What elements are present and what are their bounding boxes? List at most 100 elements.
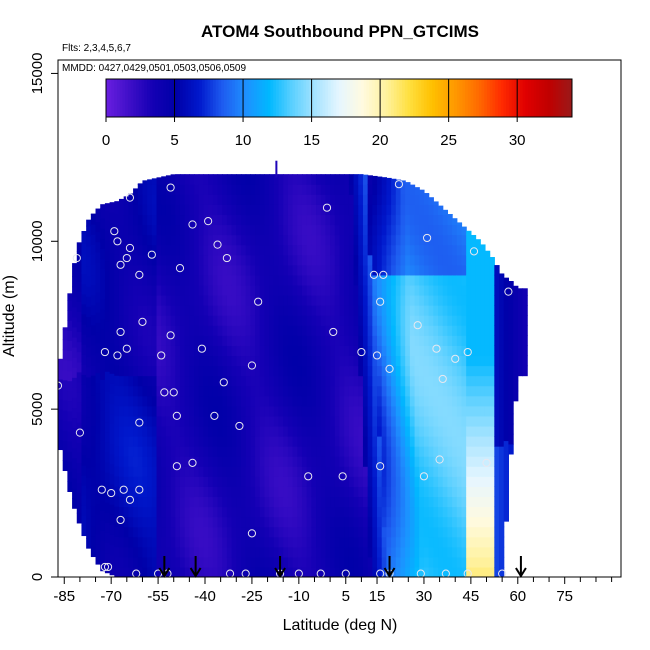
field-cell (287, 405, 294, 417)
field-cell (306, 365, 312, 377)
field-cell (137, 184, 144, 195)
field-cell (165, 486, 172, 498)
field-cell (405, 456, 411, 467)
field-cell (269, 284, 275, 296)
field-cell (391, 405, 397, 417)
field-cell (438, 345, 444, 357)
field-cell (67, 360, 73, 372)
colorbar-segment (284, 79, 288, 117)
field-cell (395, 486, 402, 498)
field-cell (353, 546, 359, 558)
field-cell (466, 526, 472, 538)
field-cell (334, 365, 341, 377)
field-cell (316, 526, 322, 538)
field-cell (212, 425, 219, 437)
field-cell (377, 526, 383, 538)
field-cell (179, 335, 186, 346)
field-cell (236, 174, 242, 185)
field-cell (184, 516, 190, 528)
field-cell (118, 395, 125, 407)
field-cell (452, 254, 458, 266)
field-cell (386, 355, 392, 367)
field-cell (128, 536, 134, 548)
field-cell (203, 476, 209, 487)
field-cell (494, 526, 500, 538)
field-cell (358, 214, 364, 226)
field-cell (419, 546, 425, 558)
field-cell (400, 385, 406, 397)
field-cell (339, 476, 345, 487)
field-cell (372, 385, 378, 397)
field-cell (95, 312, 101, 323)
field-cell (142, 385, 148, 397)
field-cell (255, 194, 261, 205)
field-cell (198, 274, 205, 286)
field-cell (405, 204, 411, 216)
field-cell (109, 423, 115, 435)
field-cell (226, 234, 233, 246)
field-cell (414, 536, 420, 548)
field-cell (245, 335, 251, 346)
field-cell (72, 316, 78, 328)
field-cell (104, 270, 111, 282)
field-cell (175, 254, 181, 266)
sample-point (175, 264, 185, 273)
sample-point (372, 351, 382, 360)
field-cell (466, 254, 472, 266)
field-cell (292, 536, 298, 548)
field-cell (170, 355, 176, 367)
field-cell (245, 204, 251, 216)
field-cell (137, 546, 144, 558)
field-cell (419, 446, 425, 457)
field-cell (269, 405, 275, 417)
field-cell (175, 476, 181, 487)
field-cell (147, 365, 153, 377)
field-cell (137, 516, 144, 528)
field-cell (494, 305, 500, 316)
field-cell (156, 234, 162, 246)
field-cell (409, 395, 416, 407)
field-cell (161, 214, 167, 226)
field-cell (161, 466, 167, 477)
field-cell (381, 244, 388, 256)
field-cell (419, 405, 425, 417)
field-cell (259, 254, 266, 266)
field-cell (433, 425, 439, 437)
field-cell (306, 234, 312, 246)
field-cell (264, 264, 270, 276)
field-cell (90, 405, 97, 417)
field-cell (212, 174, 219, 185)
field-cell (400, 566, 406, 577)
field-cell (133, 345, 139, 357)
field-cell (311, 214, 317, 226)
colorbar-tick-label: 5 (170, 132, 178, 149)
colorbar-segment (275, 79, 280, 117)
colorbar-segment (256, 79, 260, 117)
field-cell (461, 436, 467, 447)
field-cell (466, 405, 472, 417)
field-cell (348, 566, 355, 577)
field-cell (484, 506, 491, 518)
field-cell (461, 395, 467, 407)
field-cell (489, 425, 495, 437)
field-cell (264, 184, 270, 195)
field-cell (513, 289, 519, 301)
field-cell (137, 486, 144, 498)
field-cell (114, 375, 120, 386)
flight-arrow-head (158, 567, 171, 578)
field-cell (405, 556, 411, 568)
field-cell (405, 506, 411, 518)
field-cell (179, 486, 186, 498)
field-cell (503, 339, 509, 351)
field-cell (480, 536, 486, 548)
field-cell (175, 305, 181, 316)
field-cell (301, 365, 308, 377)
field-cell (198, 375, 205, 387)
field-cell (348, 486, 355, 498)
field-cell (438, 556, 444, 568)
field-cell (311, 516, 317, 528)
field-cell (165, 405, 172, 417)
field-cell (414, 436, 420, 447)
field-cell (470, 325, 477, 336)
field-cell (203, 365, 209, 377)
